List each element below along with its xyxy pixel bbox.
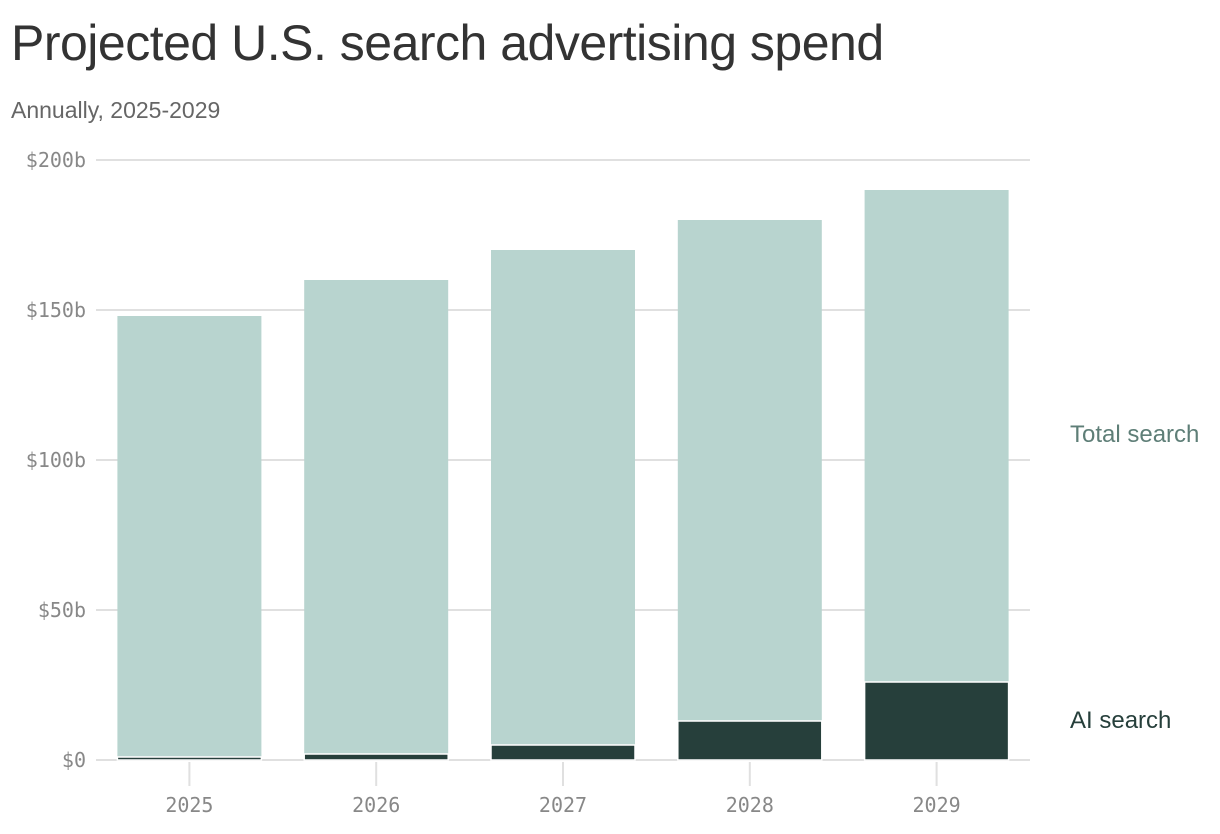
x-tick-label: 2026	[352, 793, 400, 817]
x-tick-label: 2028	[726, 793, 774, 817]
bar-ai-search	[490, 744, 636, 761]
bar-total-search	[117, 316, 262, 760]
bar-total-search	[864, 190, 1009, 760]
bars	[116, 190, 1010, 761]
axes: $0 $50b $100b $150b $200b 2025 2026 2027 2028 202…	[26, 148, 961, 817]
y-tick-label: $50b	[38, 598, 86, 622]
y-tick-label: $0	[62, 748, 86, 772]
y-tick-label: $150b	[26, 298, 86, 322]
bar-ai-search	[863, 681, 1010, 761]
legend-label-ai-search: AI search	[1070, 707, 1171, 734]
bar-total-search	[304, 280, 449, 760]
chart-title: Projected U.S. search advertising spend	[11, 15, 884, 71]
y-tick-label: $200b	[26, 148, 86, 172]
bar-ai-search	[116, 756, 263, 761]
x-tick-label: 2029	[913, 793, 961, 817]
x-tick-label: 2027	[539, 793, 587, 817]
bar-ai-search	[303, 753, 449, 761]
bar-total-search	[677, 220, 822, 760]
bar-total-search	[491, 250, 635, 760]
y-tick-label: $100b	[26, 448, 86, 472]
x-tick-label: 2025	[165, 793, 213, 817]
chart-subtitle: Annually, 2025-2029	[11, 97, 221, 123]
bar-ai-search	[677, 720, 823, 761]
legend-label-total-search: Total search	[1070, 421, 1199, 448]
legend: Total search AI search	[1070, 421, 1199, 734]
